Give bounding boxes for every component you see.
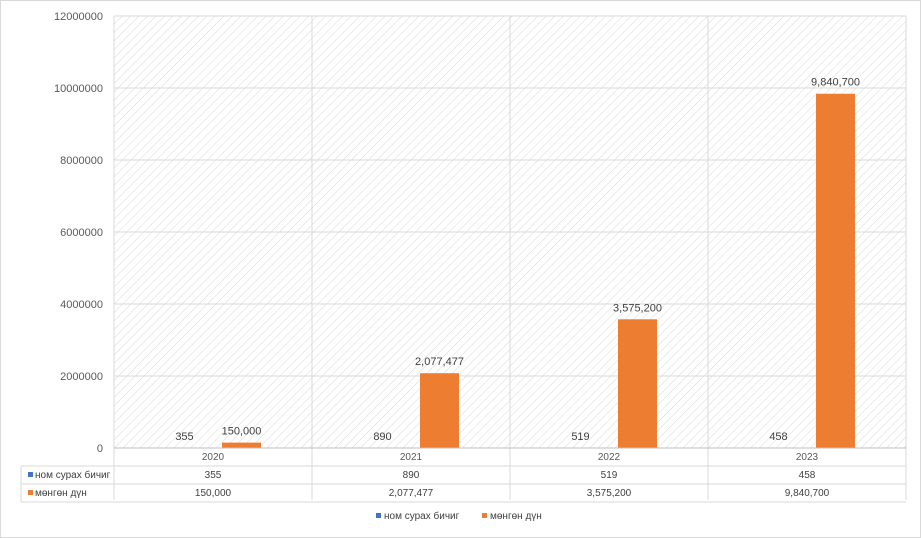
table-cell: 150,000: [195, 488, 232, 499]
data-label: 519: [571, 431, 589, 443]
legend-marker: [482, 513, 487, 518]
data-label: 2,077,477: [415, 356, 464, 368]
x-tick-label: 2023: [796, 452, 819, 463]
x-tick-label: 2021: [400, 452, 423, 463]
bar-amount-2020: [222, 442, 261, 448]
legend-marker: [376, 513, 381, 518]
y-tick-label: 12000000: [54, 11, 103, 23]
y-tick-label: 10000000: [54, 83, 103, 95]
table-cell: 458: [799, 470, 816, 481]
data-label: 9,840,700: [811, 77, 860, 89]
table-legend-marker: [28, 490, 33, 495]
data-label: 3,575,200: [613, 302, 662, 314]
data-label: 458: [769, 431, 787, 443]
data-label: 890: [373, 431, 391, 443]
y-tick-label: 4000000: [60, 299, 103, 311]
y-tick-label: 0: [97, 443, 103, 455]
legend-label: мөнгөн дүн: [490, 511, 542, 522]
x-tick-label: 2022: [598, 452, 621, 463]
table-cell: 2,077,477: [389, 488, 434, 499]
data-label: 150,000: [222, 426, 262, 438]
table-cell: 355: [205, 470, 222, 481]
data-label: 355: [175, 431, 193, 443]
table-cell: 3,575,200: [587, 488, 632, 499]
legend-label: ном сурах бичиг: [384, 510, 460, 522]
y-tick-label: 8000000: [60, 155, 103, 167]
x-tick-label: 2020: [202, 452, 225, 463]
y-tick-label: 6000000: [60, 227, 103, 239]
table-series-label: ном сурах бичиг: [35, 469, 111, 481]
y-tick-label: 2000000: [60, 371, 103, 383]
bar-amount-2021: [420, 373, 459, 448]
table-series-label: мөнгөн дүн: [35, 488, 87, 499]
bar-amount-2023: [816, 93, 855, 448]
table-cell: 519: [601, 470, 618, 481]
table-cell: 890: [403, 470, 420, 481]
table-legend-marker: [28, 472, 33, 477]
bar-amount-2022: [618, 319, 657, 448]
table-cell: 9,840,700: [785, 488, 830, 499]
